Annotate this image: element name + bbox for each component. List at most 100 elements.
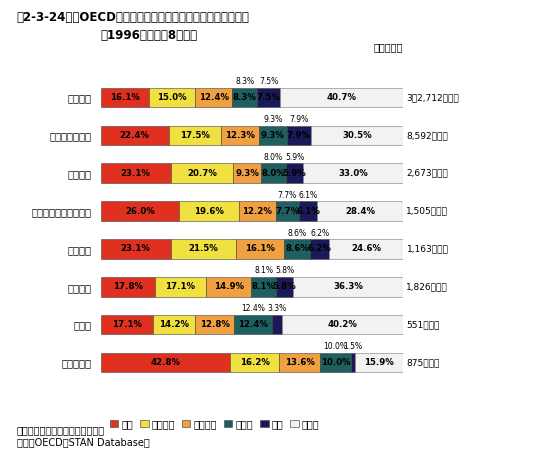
Bar xyxy=(293,277,403,297)
Text: 30.5%: 30.5% xyxy=(342,131,372,140)
Bar xyxy=(232,88,258,108)
Text: 1,826億ドル: 1,826億ドル xyxy=(406,282,448,291)
Text: 12.3%: 12.3% xyxy=(225,131,255,140)
Bar xyxy=(351,352,355,372)
Text: 22.4%: 22.4% xyxy=(120,131,150,140)
Text: 8.3%: 8.3% xyxy=(233,93,257,102)
Text: 12.2%: 12.2% xyxy=(242,207,272,216)
Text: 23.1%: 23.1% xyxy=(121,244,151,253)
Bar xyxy=(280,88,403,108)
Bar xyxy=(101,277,155,297)
Bar xyxy=(206,277,251,297)
Bar xyxy=(282,315,403,334)
Text: 8.0%: 8.0% xyxy=(264,153,283,162)
Bar xyxy=(258,88,280,108)
Text: 24.6%: 24.6% xyxy=(351,244,381,253)
Text: 26.0%: 26.0% xyxy=(125,207,155,216)
Text: 7.9%: 7.9% xyxy=(287,131,311,140)
Text: 17.5%: 17.5% xyxy=(180,131,210,140)
Text: 8.0%: 8.0% xyxy=(262,169,286,178)
Bar xyxy=(320,352,351,372)
Text: 17.1%: 17.1% xyxy=(111,320,142,329)
Text: 16.2%: 16.2% xyxy=(240,358,270,367)
Text: 33.0%: 33.0% xyxy=(338,169,368,178)
Bar xyxy=(195,315,234,334)
Text: 40.7%: 40.7% xyxy=(326,93,357,102)
Text: 12.4%: 12.4% xyxy=(238,320,268,329)
Bar xyxy=(171,239,236,259)
Text: 7.5%: 7.5% xyxy=(257,93,281,102)
Text: 42.8%: 42.8% xyxy=(151,358,180,367)
Text: 6.2%: 6.2% xyxy=(308,244,332,253)
Text: 16.1%: 16.1% xyxy=(110,93,140,102)
Text: 5.8%: 5.8% xyxy=(275,266,294,275)
Bar xyxy=(299,201,318,221)
Text: 9.3%: 9.3% xyxy=(235,169,259,178)
Bar xyxy=(150,88,195,108)
Bar xyxy=(329,239,404,259)
Bar xyxy=(259,126,287,145)
Bar xyxy=(318,201,403,221)
Bar xyxy=(251,277,276,297)
Bar xyxy=(195,88,232,108)
Text: 5.8%: 5.8% xyxy=(273,282,297,291)
Text: 9.3%: 9.3% xyxy=(261,131,284,140)
Text: 875億ドル: 875億ドル xyxy=(406,358,440,367)
Text: 16.1%: 16.1% xyxy=(245,244,275,253)
Text: 6.1%: 6.1% xyxy=(296,207,320,216)
Bar xyxy=(101,163,171,183)
Bar xyxy=(155,277,206,297)
Text: 5.9%: 5.9% xyxy=(285,153,304,162)
Text: 8.3%: 8.3% xyxy=(235,77,254,86)
Bar xyxy=(101,315,152,334)
Bar xyxy=(179,201,239,221)
Bar xyxy=(262,163,286,183)
Bar xyxy=(101,239,171,259)
Text: 10.0%: 10.0% xyxy=(324,342,347,351)
Text: 14.9%: 14.9% xyxy=(214,282,244,291)
Bar xyxy=(152,315,195,334)
Bar xyxy=(236,239,284,259)
Text: 8.1%: 8.1% xyxy=(254,266,273,275)
Text: 7.7%: 7.7% xyxy=(275,207,299,216)
Text: 10.0%: 10.0% xyxy=(321,358,350,367)
Bar xyxy=(230,352,279,372)
Text: 3.3%: 3.3% xyxy=(267,304,286,313)
Text: 7.5%: 7.5% xyxy=(259,77,278,86)
Bar xyxy=(234,163,262,183)
Bar xyxy=(286,163,304,183)
Text: （輸出額）: （輸出額） xyxy=(374,42,403,52)
Bar xyxy=(355,352,403,372)
Text: 12.4%: 12.4% xyxy=(241,304,265,313)
Text: 23.1%: 23.1% xyxy=(121,169,151,178)
Bar xyxy=(276,201,299,221)
Text: （1996年（平成8年））: （1996年（平成8年）） xyxy=(101,29,198,42)
Legend: 米国, フランス, イギリス, ドイツ, 日本, その他: 米国, フランス, イギリス, ドイツ, 日本, その他 xyxy=(106,415,323,433)
Text: 5.9%: 5.9% xyxy=(283,169,306,178)
Text: 3兆2,712億ドル: 3兆2,712億ドル xyxy=(406,93,459,102)
Bar xyxy=(239,201,276,221)
Text: 14.2%: 14.2% xyxy=(159,320,189,329)
Bar xyxy=(287,126,311,145)
Bar xyxy=(284,239,310,259)
Text: 12.8%: 12.8% xyxy=(200,320,230,329)
Text: 9.3%: 9.3% xyxy=(263,115,282,124)
Text: 2,673億ドル: 2,673億ドル xyxy=(406,169,448,178)
Text: 7.7%: 7.7% xyxy=(278,191,297,200)
Text: 20.7%: 20.7% xyxy=(187,169,217,178)
Text: 第2-3-24図　OECD諸国におけるハイテク産業別輸出額シェア: 第2-3-24図 OECD諸国におけるハイテク産業別輸出額シェア xyxy=(17,11,250,24)
Bar xyxy=(171,163,234,183)
Text: 資料：OECD「STAN Database」: 資料：OECD「STAN Database」 xyxy=(17,437,150,447)
Bar xyxy=(276,277,293,297)
Text: 6.2%: 6.2% xyxy=(310,229,329,238)
Text: 6.1%: 6.1% xyxy=(298,191,318,200)
Bar xyxy=(101,126,169,145)
Text: 551億ドル: 551億ドル xyxy=(406,320,440,329)
Text: 36.3%: 36.3% xyxy=(333,282,363,291)
Bar xyxy=(101,88,150,108)
Bar xyxy=(234,315,272,334)
Text: 19.6%: 19.6% xyxy=(194,207,224,216)
Bar xyxy=(279,352,320,372)
Bar xyxy=(101,352,230,372)
Text: 1,163億ドル: 1,163億ドル xyxy=(407,244,449,253)
